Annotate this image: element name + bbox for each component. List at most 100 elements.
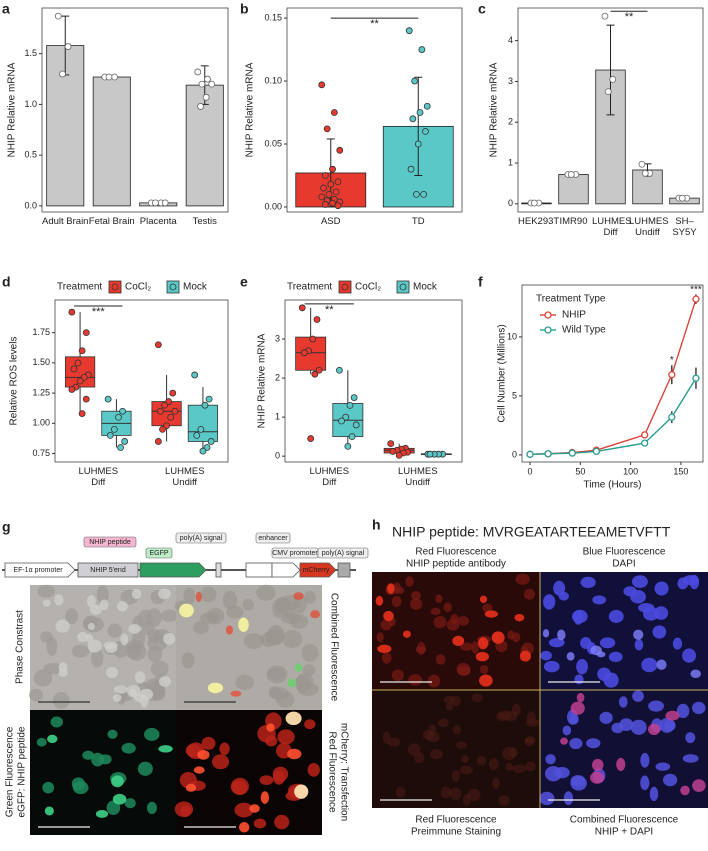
cell: [548, 638, 565, 648]
cell: [147, 645, 163, 663]
cell: [307, 762, 320, 777]
y-tick-label: 1.0: [24, 99, 37, 109]
cell: [492, 777, 500, 789]
cell: [511, 703, 521, 716]
y-tick-label: 0: [275, 451, 280, 461]
image-label: Blue Fluorescence: [583, 547, 666, 558]
cell: [259, 775, 274, 786]
cell: [128, 623, 141, 634]
data-point: [119, 407, 126, 415]
image-label: Combined Fluorescence: [570, 815, 679, 826]
image-label: NHIP + DAPI: [595, 827, 653, 838]
data-point: [197, 425, 205, 433]
y-tick-label: 2: [508, 117, 513, 127]
panel-letter: c: [478, 1, 486, 17]
cell: [391, 595, 402, 608]
legend-label: CoCl₂: [125, 282, 151, 293]
data-point: [544, 450, 552, 458]
bar: [185, 84, 224, 207]
x-tick-label: SH–SY5Y: [672, 216, 697, 238]
data-point: [321, 172, 329, 179]
cell: [422, 729, 435, 741]
construct-tag: [175, 532, 227, 544]
data-point: [193, 432, 201, 439]
x-tick-label: LUHMES Diff: [78, 466, 119, 488]
panel-letter: h: [372, 517, 381, 533]
data-point: [407, 165, 415, 173]
panel-letter: g: [2, 519, 11, 535]
cell: [106, 667, 119, 679]
cell: [540, 650, 552, 661]
cell: [120, 633, 129, 646]
cell: [478, 637, 489, 650]
cell: [640, 752, 650, 768]
cell: [82, 750, 95, 760]
cell: [235, 674, 255, 691]
cell: [566, 652, 575, 661]
cell: [648, 700, 665, 712]
data-point: [568, 449, 576, 457]
panel-letter: a: [2, 1, 10, 17]
cell: [524, 737, 535, 747]
data-point: [387, 440, 395, 448]
cell: [677, 577, 689, 590]
legend-label: Wild Type: [562, 325, 606, 336]
cell: [201, 736, 216, 750]
cell: [287, 748, 302, 760]
cell: [163, 632, 176, 645]
cell: [402, 630, 411, 638]
data-point: [318, 81, 326, 89]
x-tick-label: Fetal Brain: [88, 216, 135, 227]
cell: [505, 762, 513, 771]
y-tick-label: 10: [507, 331, 517, 341]
data-point: [327, 180, 335, 188]
cell: [562, 725, 572, 736]
cell: [260, 632, 278, 647]
cell: [631, 575, 648, 588]
cell: [144, 727, 160, 741]
construct-tag: [317, 547, 369, 559]
data-point: [426, 450, 434, 458]
panel-title: NHIP peptide: MVRGEATARTEEAMETVFTT: [392, 524, 671, 540]
cell: [648, 723, 661, 736]
cell: [375, 595, 384, 606]
construct-label: enhancer: [258, 535, 288, 542]
box: [295, 336, 327, 371]
plot-frame: [521, 284, 704, 463]
construct-label: CMV promoter: [272, 550, 318, 557]
cell: [276, 691, 295, 708]
cell: [106, 800, 121, 815]
cell: [99, 754, 112, 765]
cell: [380, 619, 392, 631]
cell: [659, 717, 675, 733]
cell: [124, 798, 136, 809]
cell: [160, 609, 179, 622]
data-point: [323, 125, 331, 133]
data-point: [321, 201, 329, 208]
cell: [197, 749, 210, 760]
cell: [137, 761, 153, 776]
y-tick-label: 4: [508, 35, 513, 45]
cell: [103, 641, 118, 650]
data-point: [601, 12, 609, 20]
y-axis-label: NHIP Relative mRNA: [7, 62, 18, 157]
cell: [630, 719, 647, 735]
cell: [146, 608, 162, 627]
cell: [135, 671, 146, 684]
image-label: Red Fluorescence: [326, 731, 337, 813]
cell: [95, 810, 109, 818]
construct-label: poly(A) signal: [180, 535, 223, 542]
data-point: [300, 349, 308, 357]
cell: [294, 784, 309, 799]
cell: [107, 729, 118, 739]
cell: [482, 603, 493, 613]
y-tick-label: 1.00: [32, 418, 50, 428]
data-point: [161, 401, 168, 409]
data-point: [395, 451, 403, 459]
image-label: Red Fluorescence: [415, 547, 497, 558]
cell: [225, 625, 234, 635]
cell: [207, 682, 223, 694]
cell: [611, 722, 624, 734]
cell: [127, 684, 141, 698]
cell: [174, 801, 194, 818]
